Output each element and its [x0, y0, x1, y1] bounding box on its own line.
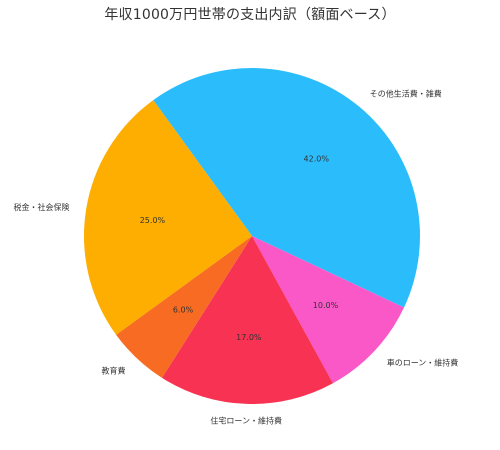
slice-category-label: 住宅ローン・維持費 — [210, 416, 282, 426]
slice-category-label: 教育費 — [101, 366, 125, 376]
pie-slice-4 — [116, 236, 252, 378]
pie-slice-2 — [252, 236, 405, 384]
pie-slice-1 — [153, 67, 420, 308]
slice-percent-label: 10.0% — [313, 301, 339, 310]
slice-percent-label: 17.0% — [236, 333, 262, 342]
slice-percent-label: 6.0% — [173, 305, 194, 314]
slice-percent-label: 25.0% — [140, 216, 166, 225]
slice-category-label: その他生活費・雑費 — [370, 89, 442, 99]
chart-title: 年収1000万円世帯の支出内訳（額面ベース） — [104, 7, 396, 23]
slice-category-label: 車のローン・維持費 — [387, 358, 459, 368]
slice-category-label: 税金・社会保険 — [13, 202, 69, 212]
slice-percent-label: 42.0% — [304, 154, 330, 163]
pie-slice-5 — [84, 100, 252, 335]
pie-slice-3 — [161, 236, 333, 404]
